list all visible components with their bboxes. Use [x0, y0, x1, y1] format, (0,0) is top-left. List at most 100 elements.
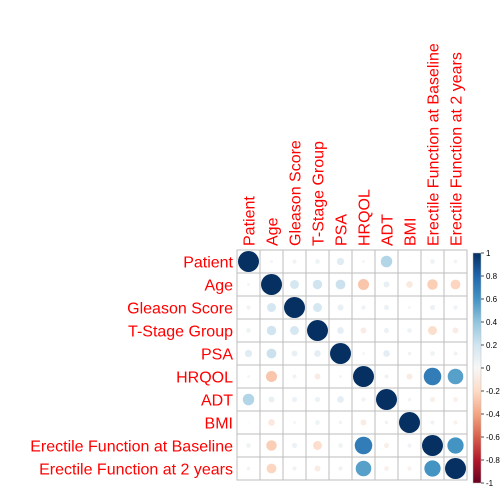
corr-circle	[406, 281, 413, 288]
column-label: Erectile Function at 2 years	[449, 52, 466, 246]
row-label: Age	[205, 278, 234, 295]
corr-circle	[246, 443, 251, 448]
corr-circle	[445, 458, 466, 479]
corr-circle	[336, 257, 345, 266]
corr-circle	[246, 466, 251, 471]
corr-circle	[384, 420, 389, 425]
corr-circle	[246, 328, 251, 333]
corr-circle	[265, 370, 278, 383]
corr-circle	[315, 420, 320, 425]
corr-circle	[261, 274, 282, 295]
corr-circle	[361, 305, 366, 310]
corr-circle	[313, 441, 322, 450]
corr-circle	[399, 412, 420, 433]
corr-circle	[383, 350, 390, 357]
colorbar-ticks: -1 -0.8 -0.6 -0.4 -0.2 0 0.2 0.4 0.6 0.8 1	[481, 249, 500, 488]
corr-circle	[354, 436, 373, 455]
colorbar-tick-label: -0.4	[486, 410, 500, 419]
column-label: PSA	[334, 214, 351, 246]
corr-circle	[312, 279, 323, 290]
corr-circle	[453, 259, 458, 264]
corr-circle	[330, 343, 351, 364]
row-label: Erectile Function at Baseline	[30, 439, 233, 456]
corr-circle	[383, 304, 390, 311]
corr-circle	[307, 320, 328, 341]
corr-circle	[267, 303, 276, 312]
row-label: Erectile Function at 2 years	[39, 462, 233, 479]
corr-circle	[292, 466, 297, 471]
colorbar-tick-label: 0.4	[486, 318, 498, 327]
corr-circle	[291, 350, 298, 357]
colorbar-tick-label: 0.6	[486, 295, 498, 304]
corr-circle	[383, 327, 390, 334]
corr-circle	[247, 421, 250, 424]
column-label: HRQOL	[357, 189, 374, 246]
corr-circle	[266, 440, 277, 451]
colorbar	[472, 252, 482, 484]
corr-circle	[337, 327, 344, 334]
corr-circle	[453, 420, 458, 425]
correlation-circles	[238, 251, 466, 479]
row-label: BMI	[205, 416, 233, 433]
colorbar-tick-label: -0.2	[486, 387, 500, 396]
corr-circle	[408, 306, 411, 309]
corr-circle	[242, 393, 255, 406]
corr-circle	[407, 466, 412, 471]
corr-circle	[315, 259, 320, 264]
corr-circle	[447, 437, 464, 454]
corr-circle	[266, 325, 277, 336]
corr-circle	[380, 255, 393, 268]
corr-circle	[268, 419, 275, 426]
row-label: HRQOL	[176, 370, 233, 387]
corr-circle	[338, 443, 343, 448]
corr-circle	[430, 420, 435, 425]
corr-circle	[429, 396, 436, 403]
corr-circle	[291, 442, 298, 449]
column-label: Gleason Score	[288, 140, 305, 246]
row-label: Gleason Score	[127, 301, 233, 318]
corr-circle	[247, 375, 250, 378]
corr-circle	[357, 278, 370, 291]
corr-circle	[383, 442, 390, 449]
row-label: PSA	[201, 347, 233, 364]
corr-circle	[284, 297, 305, 318]
row-label: Patient	[183, 255, 233, 272]
corr-circle	[428, 326, 437, 335]
corr-circle	[339, 375, 342, 378]
corr-circle	[450, 279, 461, 290]
corr-circle	[447, 368, 464, 385]
column-label: Patient	[242, 196, 259, 246]
corr-circle	[362, 352, 365, 355]
corr-circle	[453, 305, 458, 310]
corr-circle	[290, 280, 299, 289]
colorbar-tick-label: -0.8	[486, 456, 500, 465]
corr-circle	[313, 303, 322, 312]
corr-circle	[408, 260, 411, 263]
corr-circle	[407, 351, 412, 356]
corr-circle	[407, 443, 412, 448]
corr-circle	[429, 304, 436, 311]
corr-circle	[292, 374, 297, 379]
corr-circle	[407, 397, 412, 402]
corr-circle	[422, 435, 443, 456]
corr-circle	[423, 367, 442, 386]
corr-circle	[291, 396, 298, 403]
corr-circle	[314, 396, 321, 403]
corr-circle	[362, 260, 365, 263]
corr-circle	[424, 460, 441, 477]
corr-circle	[360, 419, 367, 426]
column-labels: Patient Age Gleason Score T-Stage Group PSA H…	[242, 43, 466, 246]
corr-circle	[361, 397, 366, 402]
corr-circle	[384, 374, 389, 379]
colorbar-tick-label: -0.6	[486, 433, 500, 442]
corr-circle	[292, 259, 297, 264]
colorbar-gradient	[472, 252, 482, 484]
corr-circle	[266, 463, 277, 474]
corr-circle	[407, 328, 412, 333]
corr-circle	[266, 348, 277, 359]
corr-circle	[338, 466, 343, 471]
column-label: BMI	[403, 218, 420, 246]
row-labels: Patient Age Gleason Score T-Stage Group PSA H…	[30, 255, 233, 479]
column-label: T-Stage Group	[311, 141, 328, 246]
